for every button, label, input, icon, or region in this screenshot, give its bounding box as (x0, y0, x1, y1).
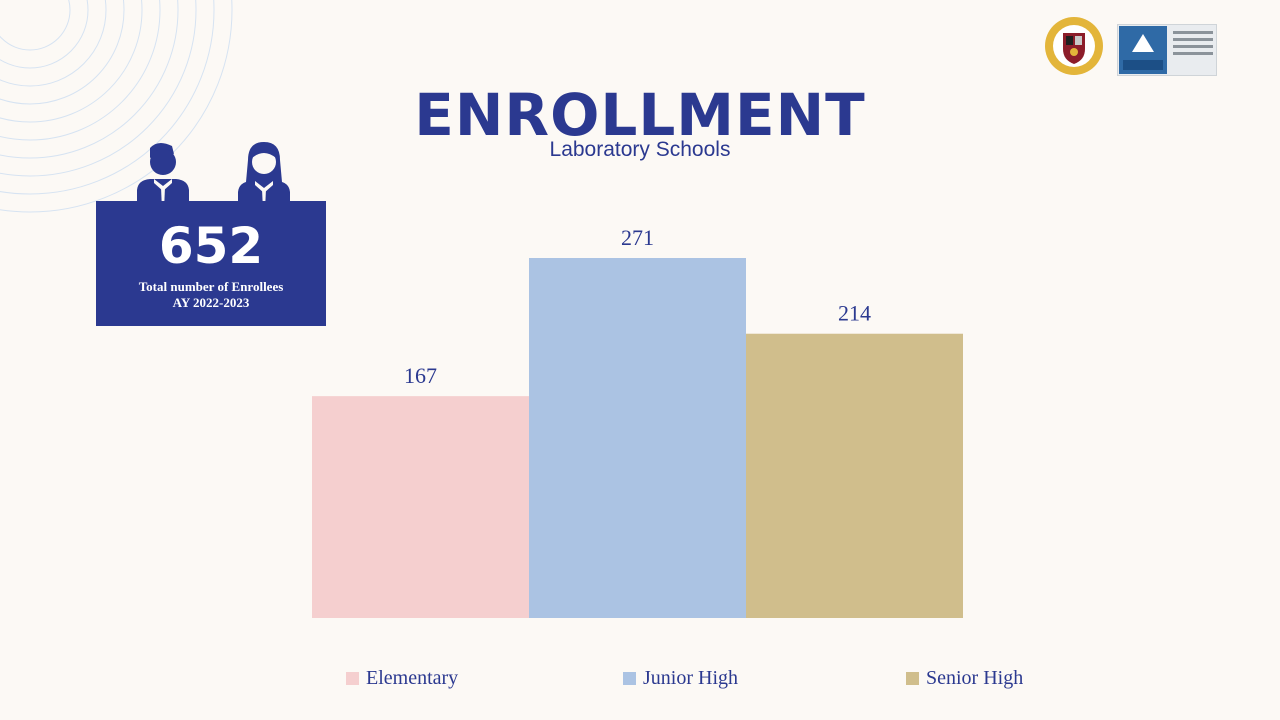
legend-swatch-junior-high (623, 671, 636, 685)
logos-group (1044, 16, 1220, 78)
total-enrollees-card: 652 Total number of Enrollees AY 2022-20… (96, 201, 326, 326)
total-label-line2: AY 2022-2023 (172, 295, 250, 310)
legend-item-elementary: Elementary (346, 666, 458, 690)
page-title: ENROLLMENT (414, 81, 866, 149)
total-enrollees-value: 652 (158, 217, 264, 275)
decorative-arcs (0, 0, 233, 213)
legend-label-junior-high: Junior High (643, 666, 738, 689)
legend-label-senior-high: Senior High (926, 666, 1024, 689)
certification-text-block (1173, 31, 1213, 59)
data-label-junior-high: 271 (621, 225, 654, 250)
bar-elementary (312, 396, 529, 618)
bar-senior-high (746, 333, 963, 618)
legend-swatch-senior-high (906, 671, 919, 685)
legend-item-senior-high: Senior High (906, 666, 1023, 690)
total-label-line1: Total number of Enrollees (138, 279, 284, 294)
legend-item-junior-high: Junior High (623, 666, 738, 690)
data-label-elementary: 167 (404, 363, 437, 388)
university-seal-logo (1045, 17, 1103, 75)
bar-junior-high (529, 258, 746, 618)
page-subtitle: Laboratory Schools (549, 138, 731, 161)
iso-certification-badge (1117, 24, 1217, 76)
legend-label-elementary: Elementary (366, 666, 459, 689)
tuv-rheinland-logo (1119, 26, 1167, 74)
total-enrollees-label: Total number of Enrollees AY 2022-2023 (96, 279, 326, 311)
legend-swatch-elementary (346, 671, 359, 685)
data-label-senior-high: 214 (838, 301, 871, 326)
